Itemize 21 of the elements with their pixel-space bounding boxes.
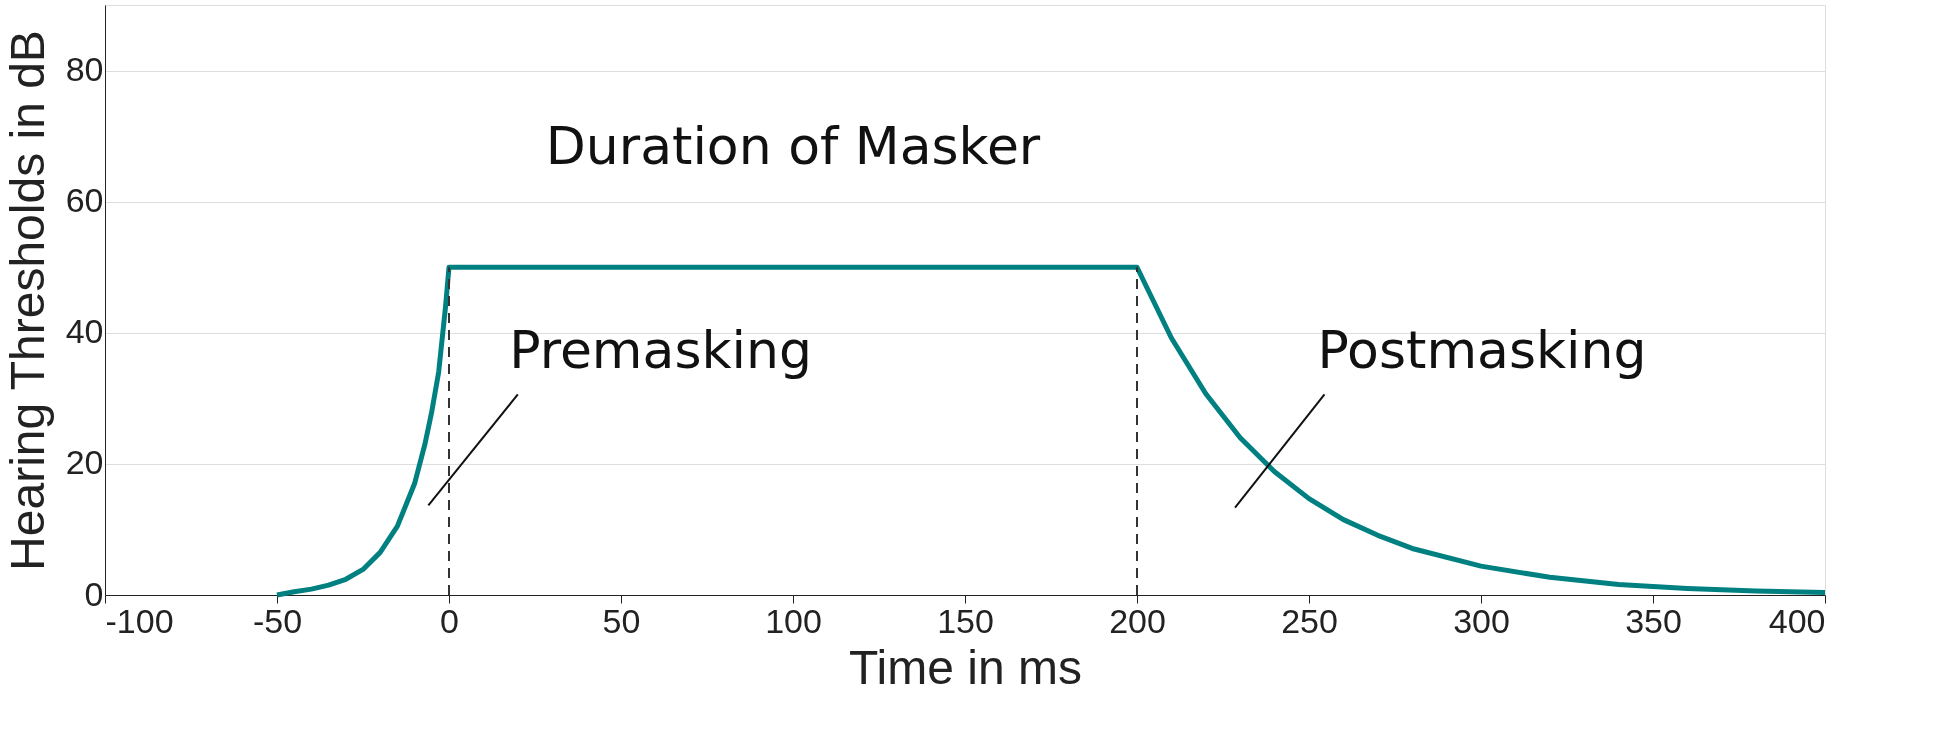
y-tick-label: 60: [65, 181, 104, 220]
y-tick-label: 80: [65, 50, 104, 89]
x-tick-label: 250: [1281, 601, 1338, 640]
x-tick-label: 200: [1109, 601, 1166, 640]
x-tick-label: -50: [252, 601, 303, 640]
y-tick-label: 40: [65, 312, 104, 351]
x-tick-label: 150: [937, 601, 994, 640]
x-tick-label: 400: [1768, 601, 1826, 640]
x-tick-label: 100: [765, 601, 822, 640]
annotation: Duration of Masker: [545, 116, 1041, 177]
x-tick-label: 350: [1625, 601, 1682, 640]
y-tick-label: 0: [84, 574, 104, 613]
y-tick-label: 20: [65, 443, 104, 482]
y-axis-title: Hearing Thresholds in dB: [0, 30, 54, 571]
x-axis-title: Time in ms: [849, 640, 1082, 694]
x-tick-label: 0: [440, 601, 459, 640]
x-tick-label: 300: [1453, 601, 1510, 640]
annotation: Premasking: [509, 319, 813, 380]
x-tick-label: -100: [105, 601, 174, 640]
annotation: Postmasking: [1317, 319, 1647, 380]
x-tick-label: 50: [602, 601, 641, 640]
